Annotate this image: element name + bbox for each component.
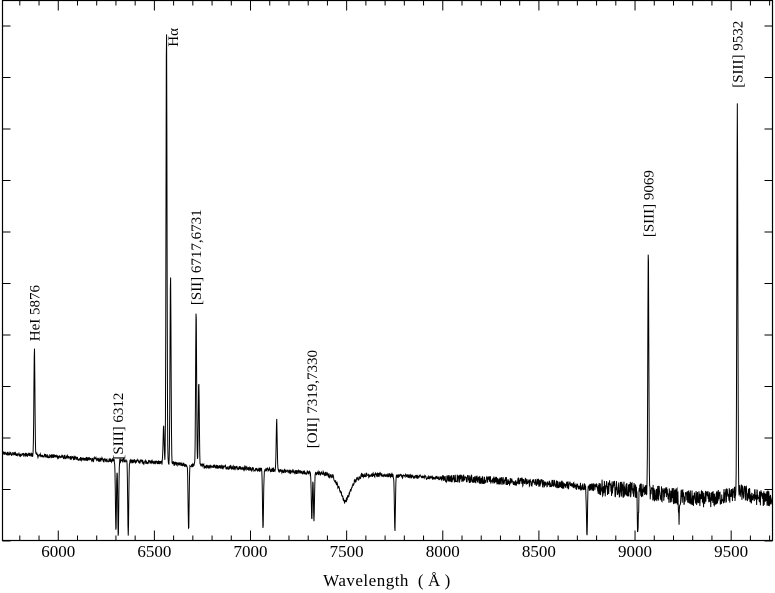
line-annotation: [SII] 6717,6731 xyxy=(189,209,205,305)
spectrum-series xyxy=(2,34,773,536)
x-tick-label: 8000 xyxy=(426,542,460,561)
line-annotation: [SIII] 9069 xyxy=(641,170,657,237)
x-tick-label-group: 6000 6500 7000 7500 8000 8500 9000 9500 xyxy=(41,542,748,561)
x-tick-label: 8500 xyxy=(522,542,556,561)
line-annotation: [SIII] 9532 xyxy=(730,21,746,88)
x-tick-label: 7500 xyxy=(330,542,364,561)
line-annotation: Hα xyxy=(166,28,182,47)
x-axis-title: Wavelength ( Å ) xyxy=(323,571,451,590)
x-tick-label: 7000 xyxy=(234,542,268,561)
plot-frame xyxy=(1,0,774,542)
annotation-group: HeI 5876 [SIII] 6312 Hα [SII] 6717,6731 [OII… xyxy=(27,21,746,460)
x-tick-label: 6500 xyxy=(137,542,171,561)
x-tick-label: 6000 xyxy=(41,542,75,561)
x-tick-label: 9500 xyxy=(714,542,748,561)
x-tick-label: 9000 xyxy=(618,542,652,561)
line-annotation: [OII] 7319,7330 xyxy=(305,350,321,448)
spectrum-line xyxy=(2,34,773,536)
line-annotation: [SIII] 6312 xyxy=(111,393,127,460)
line-annotation: HeI 5876 xyxy=(27,284,43,341)
